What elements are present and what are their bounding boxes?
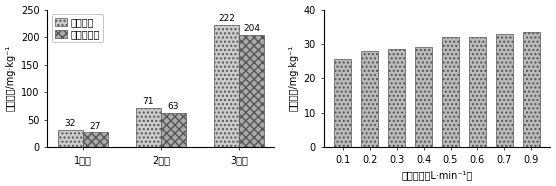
Text: 204: 204 bbox=[243, 24, 260, 33]
X-axis label: 氮气流量（L·min⁻¹）: 氮气流量（L·min⁻¹） bbox=[401, 170, 473, 180]
Text: 222: 222 bbox=[218, 14, 235, 23]
Bar bbox=[136, 108, 161, 147]
Text: 32: 32 bbox=[64, 119, 76, 128]
Bar bbox=[58, 130, 83, 147]
Y-axis label: 二氧化硫/mg·kg⁻¹: 二氧化硫/mg·kg⁻¹ bbox=[6, 45, 16, 111]
Bar bbox=[239, 35, 264, 147]
Bar bbox=[415, 47, 433, 147]
Bar bbox=[495, 34, 513, 147]
Text: 27: 27 bbox=[90, 122, 101, 131]
Bar bbox=[361, 51, 379, 147]
Bar bbox=[469, 37, 486, 147]
Bar bbox=[161, 113, 186, 147]
Bar bbox=[388, 49, 405, 147]
Bar bbox=[523, 32, 540, 147]
Text: 63: 63 bbox=[167, 102, 179, 111]
Legend: 充氮蒸馏, 未充氮蒸馏: 充氮蒸馏, 未充氮蒸馏 bbox=[52, 15, 103, 42]
Y-axis label: 二氧化硫/mg·kg⁻¹: 二氧化硫/mg·kg⁻¹ bbox=[288, 45, 298, 111]
Text: 71: 71 bbox=[142, 97, 154, 107]
Bar bbox=[442, 37, 459, 147]
Bar bbox=[214, 25, 239, 147]
Bar bbox=[83, 132, 108, 147]
Bar bbox=[334, 60, 351, 147]
